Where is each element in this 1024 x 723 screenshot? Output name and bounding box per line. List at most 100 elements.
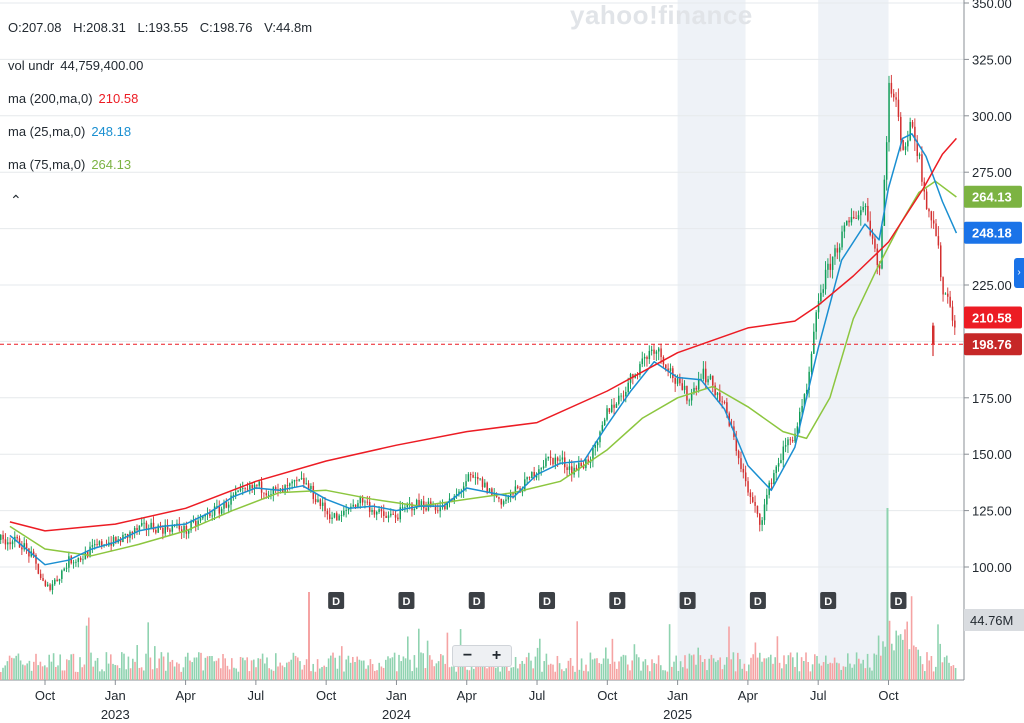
candle-body	[303, 477, 305, 484]
volume-bar	[893, 650, 895, 680]
candle-body	[37, 563, 40, 574]
volume-bar	[728, 626, 730, 680]
volume-bar	[4, 665, 6, 680]
dividend-marker[interactable]: D	[398, 592, 415, 609]
volume-bar	[781, 668, 783, 680]
volume-bar	[277, 666, 279, 680]
indicator-ma200[interactable]: ma (200,ma,0) 210.58	[8, 91, 138, 106]
candle-body	[263, 492, 265, 494]
dividend-marker[interactable]: D	[749, 592, 766, 609]
volume-bar	[6, 661, 9, 680]
dividend-marker[interactable]: D	[539, 592, 556, 609]
volume-bar	[743, 663, 746, 680]
candle-body	[274, 487, 277, 490]
candle-body	[850, 217, 853, 223]
chevron-up-icon[interactable]: ⌃	[10, 192, 22, 208]
volume-bar	[552, 664, 554, 680]
volume-bar	[136, 645, 138, 680]
volume-bar	[266, 657, 268, 680]
volume-bar	[283, 667, 286, 680]
candle-body	[94, 544, 96, 546]
candle-body	[180, 529, 183, 533]
candle-body	[796, 426, 799, 434]
dividend-marker[interactable]: D	[609, 592, 626, 609]
volume-bar	[8, 655, 11, 680]
candle-body	[578, 462, 580, 471]
volume-bar	[308, 592, 310, 680]
indicator-ma25[interactable]: ma (25,ma,0) 248.18	[8, 124, 131, 139]
volume-bar	[367, 665, 369, 680]
volume-bar	[657, 655, 660, 680]
candle-body	[260, 481, 263, 493]
volume-bar	[94, 660, 97, 680]
candle-body	[909, 122, 911, 141]
dividend-marker[interactable]: D	[328, 592, 345, 609]
volume-bar	[41, 666, 44, 680]
candle-body	[705, 368, 707, 383]
zoom-out-button[interactable]: −	[462, 647, 473, 664]
candle-body	[354, 504, 357, 507]
dividend-marker[interactable]: D	[820, 592, 837, 609]
volume-bar	[466, 669, 468, 680]
volume-bar	[448, 667, 451, 680]
volume-bar	[217, 658, 220, 680]
candle-body	[782, 446, 785, 461]
volume-bar	[776, 636, 779, 680]
volume-bar	[521, 660, 523, 680]
volume-bar	[407, 636, 409, 680]
indicator-vol-undr[interactable]: vol undr 44,759,400.00	[8, 58, 143, 73]
candle-body	[385, 515, 387, 518]
volume-bar	[81, 667, 83, 680]
dividend-marker[interactable]: D	[890, 592, 907, 609]
volume-bar	[607, 658, 609, 680]
volume-bar	[411, 671, 413, 680]
candle-body	[272, 487, 275, 495]
volume-bar	[145, 653, 147, 680]
dividend-marker-label: D	[613, 596, 621, 608]
volume-bar	[198, 652, 200, 680]
candle-body	[808, 371, 810, 391]
candle-body	[7, 542, 9, 545]
volume-bar	[156, 668, 158, 680]
candle-body	[42, 578, 44, 581]
indicator-value: 44,759,400.00	[60, 58, 144, 73]
volume-bar	[61, 670, 64, 680]
volume-bar	[860, 663, 862, 680]
candle-body	[141, 523, 143, 526]
candle-body	[453, 496, 456, 501]
chevron-right-icon[interactable]: ›	[1014, 258, 1024, 288]
volume-bar	[19, 660, 22, 680]
volume-bar	[600, 663, 603, 680]
candle-body	[115, 537, 117, 543]
volume-bar	[640, 670, 642, 680]
candle-body	[380, 509, 383, 512]
volume-bar	[356, 656, 358, 680]
candle-body	[653, 349, 655, 354]
volume-bar	[908, 649, 911, 680]
candle-body	[390, 513, 392, 516]
volume-bar	[653, 663, 655, 680]
candle-body	[319, 499, 322, 506]
dividend-marker[interactable]: D	[679, 592, 696, 609]
candles	[0, 74, 956, 595]
volume-bar	[250, 660, 253, 680]
candle-body	[843, 225, 846, 232]
candle-body	[199, 518, 202, 521]
volume-bar	[118, 668, 121, 680]
candle-body	[780, 460, 782, 464]
volume-bar	[895, 630, 897, 680]
volume-bar	[211, 655, 213, 680]
dividend-marker[interactable]: D	[468, 592, 485, 609]
candle-body	[244, 488, 246, 489]
volume-bar	[26, 663, 28, 680]
volume-bar	[924, 671, 926, 680]
indicator-ma75[interactable]: ma (75,ma,0) 264.13	[8, 157, 131, 172]
volume-bar	[314, 671, 317, 680]
volume-bar	[816, 655, 818, 680]
candle-body	[439, 507, 441, 512]
zoom-in-button[interactable]: +	[491, 647, 502, 664]
candle-body	[242, 488, 244, 489]
volume-bar	[609, 663, 611, 680]
candle-body	[209, 512, 211, 516]
